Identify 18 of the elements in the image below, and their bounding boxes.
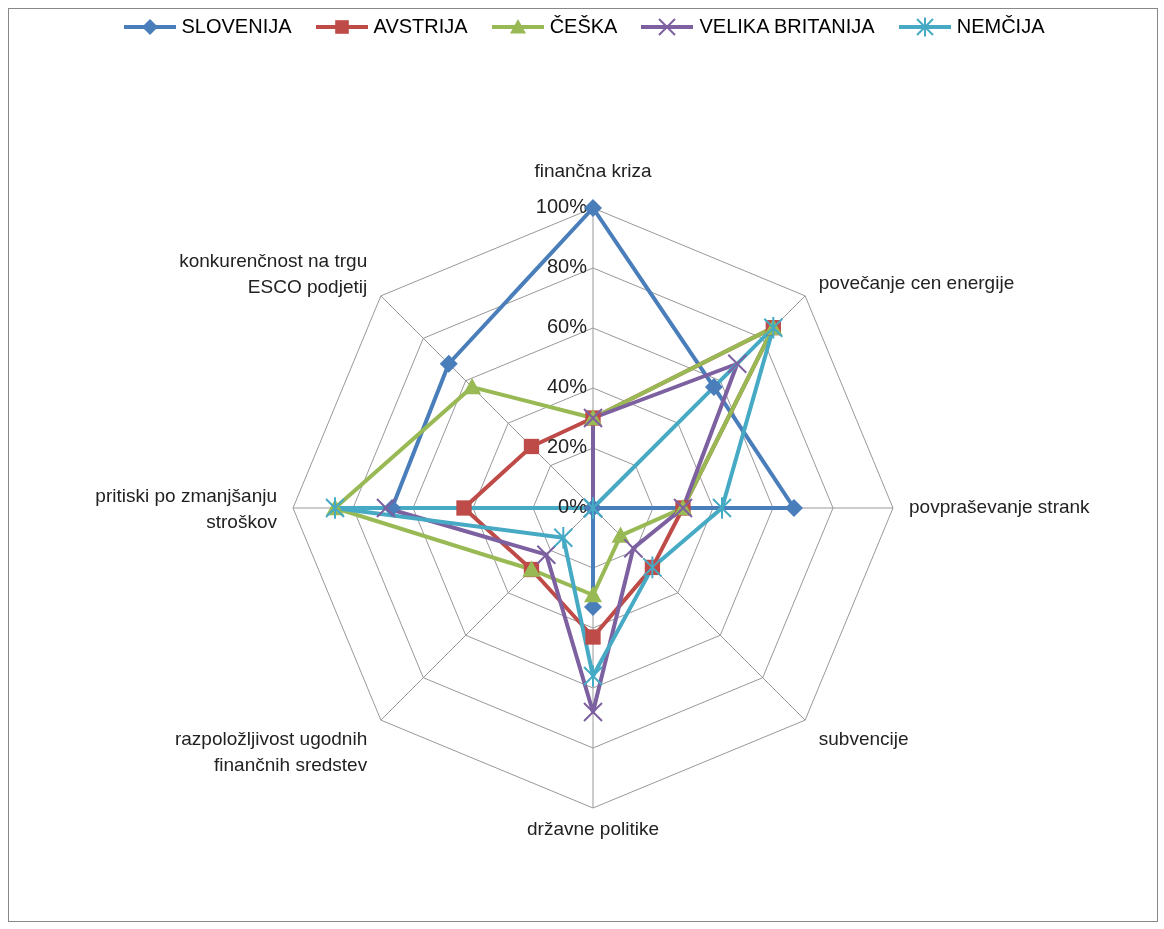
spoke-label: konkurenčnost na trgu ESCO podjetij: [179, 250, 368, 298]
spoke-label: pritiski po zmanjšanju stroškov: [95, 485, 278, 533]
y-tick-label: 60%: [546, 315, 588, 338]
legend-label: VELIKA BRITANIJA: [699, 15, 875, 38]
spoke-label: povečanje cen energije: [818, 272, 1015, 294]
spoke-label: povpraševanje strank: [909, 496, 1091, 518]
y-tick-label: 100%: [535, 195, 588, 218]
y-tick-label: 20%: [546, 435, 588, 458]
y-tick-label: 40%: [546, 375, 588, 398]
legend-label: ČEŠKA: [549, 15, 618, 38]
legend-label: AVSTRIJA: [373, 15, 468, 38]
spoke-label: finančna kriza: [534, 160, 653, 182]
spoke-label: državne politike: [526, 818, 660, 840]
spoke-label: razpoložljivost ugodnih finančnih sredstev: [174, 727, 368, 775]
y-tick-label: 80%: [546, 255, 588, 278]
legend-label: SLOVENIJA: [181, 15, 292, 38]
legend-label: NEMČIJA: [956, 15, 1045, 38]
spoke-label: subvencije: [818, 727, 909, 749]
